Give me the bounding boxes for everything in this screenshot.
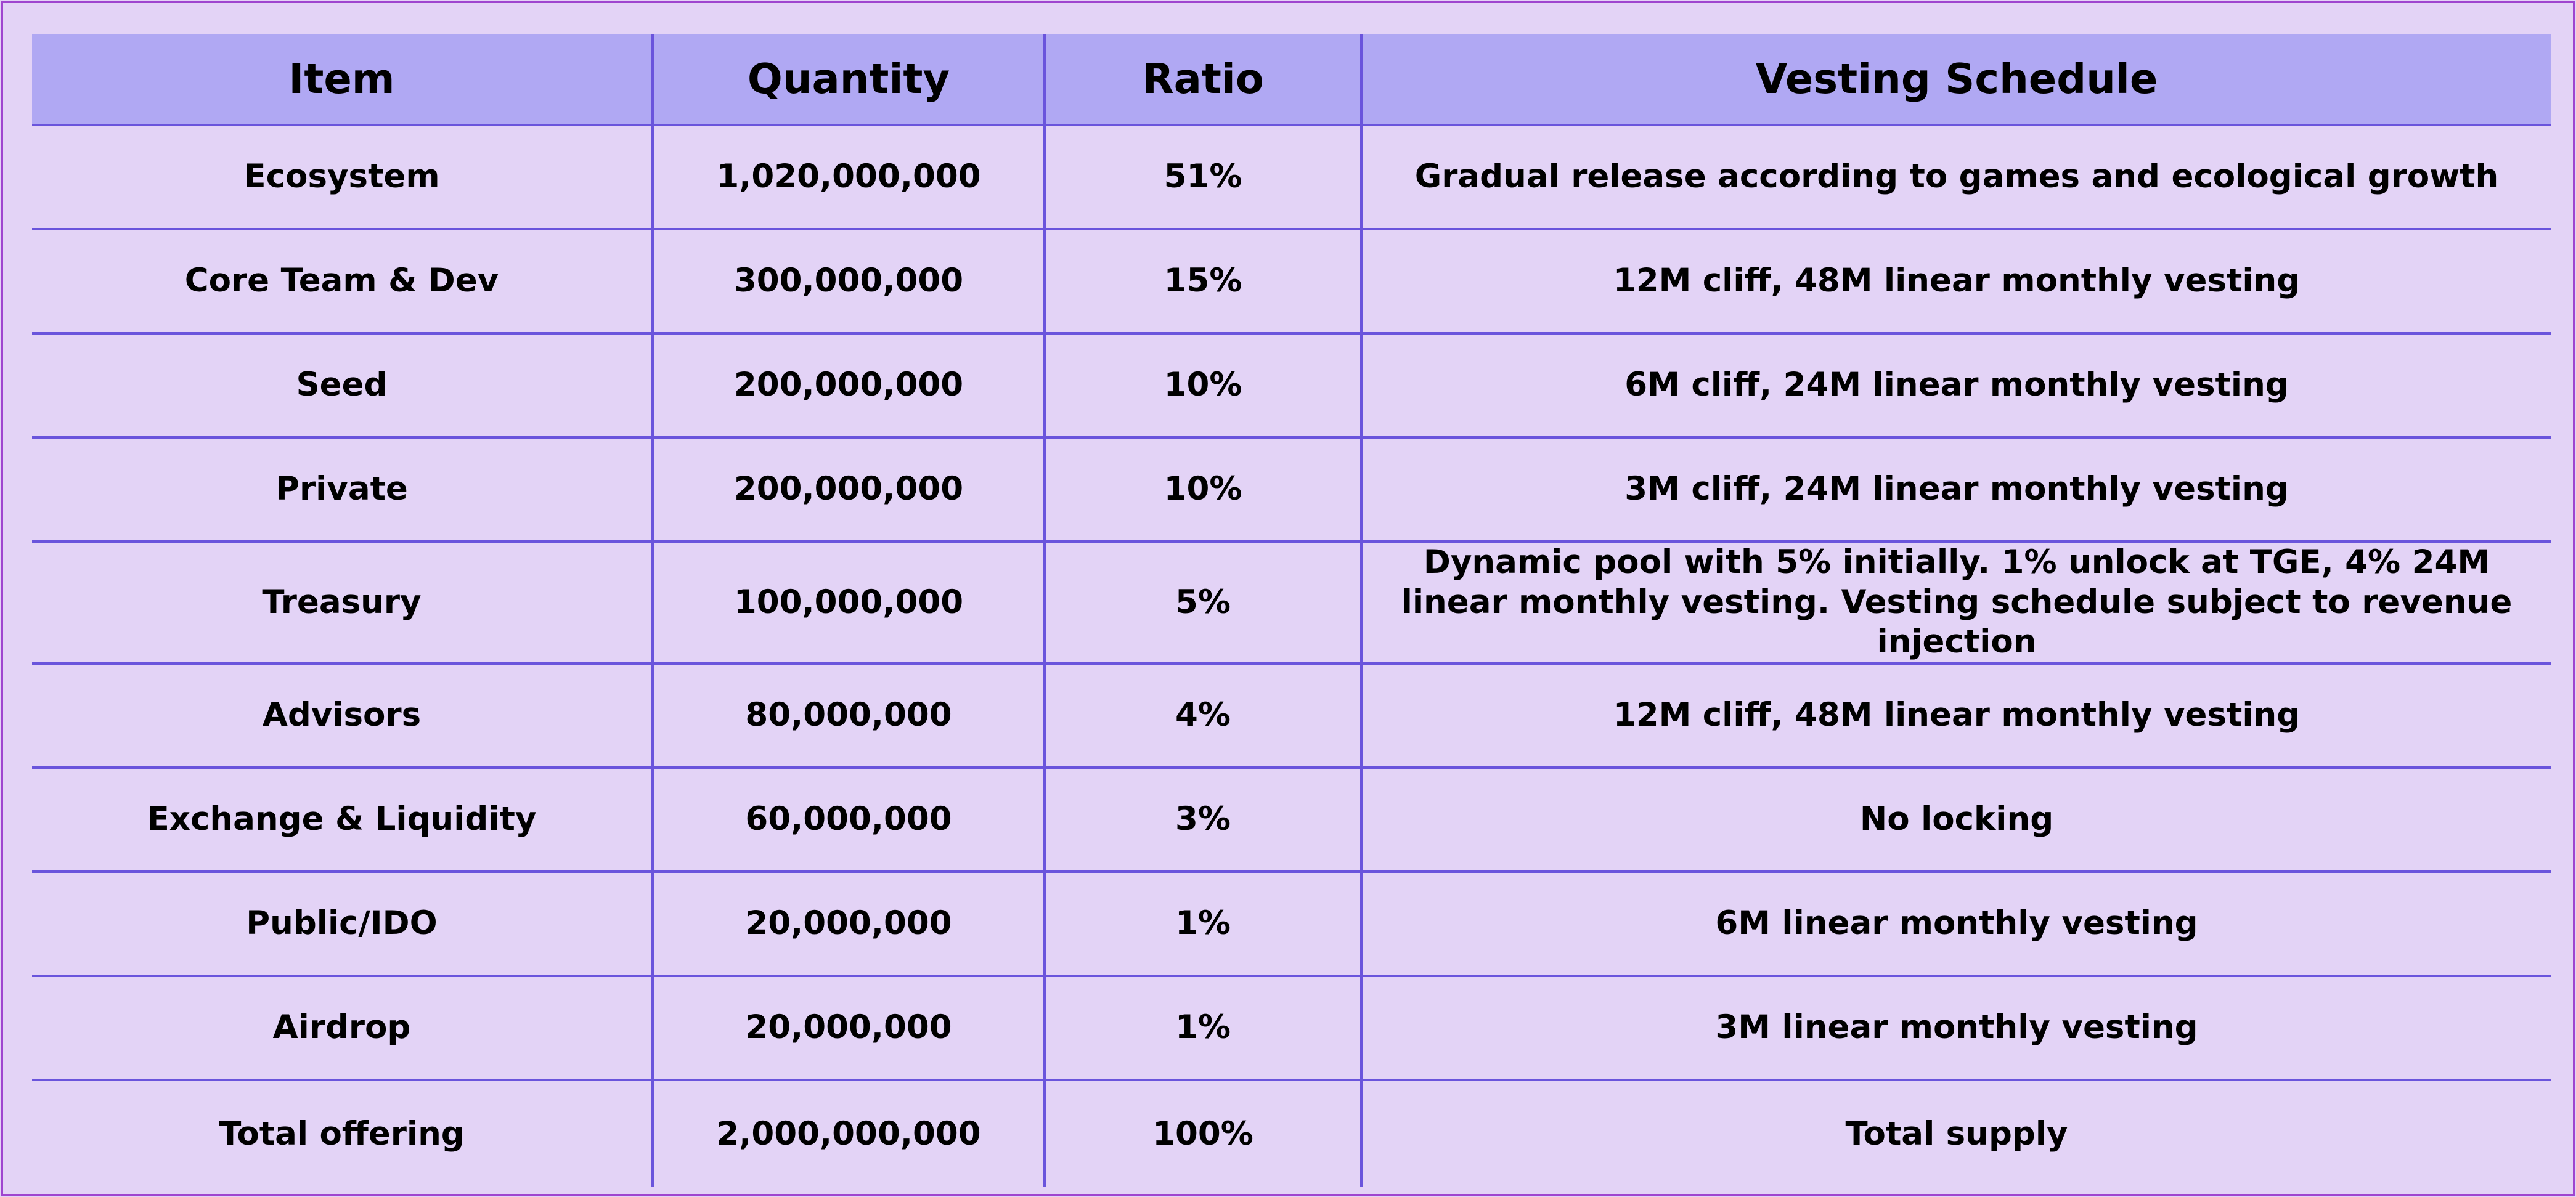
cell-ratio: 1% (1043, 871, 1361, 977)
cell-ratio: 3% (1043, 767, 1361, 873)
cell-quantity: 300,000,000 (651, 229, 1045, 335)
cell-vesting-schedule: 12M cliff, 48M linear monthly vesting (1360, 229, 2551, 335)
column-header-ratio: Ratio (1043, 34, 1361, 126)
cell-ratio: 5% (1043, 542, 1361, 665)
cell-quantity: 80,000,000 (651, 663, 1045, 769)
cell-item: Advisors (32, 663, 653, 769)
cell-ratio: 100% (1043, 1079, 1361, 1187)
cell-item: Airdrop (32, 975, 653, 1081)
cell-vesting-schedule: No locking (1360, 767, 2551, 873)
column-header-quantity: Quantity (651, 34, 1045, 126)
cell-item: Public/IDO (32, 871, 653, 977)
table-row: Private 200,000,000 10% 3M cliff, 24M li… (32, 437, 2551, 543)
table-row: Seed 200,000,000 10% 6M cliff, 24M linea… (32, 333, 2551, 439)
cell-ratio: 10% (1043, 333, 1361, 439)
cell-quantity: 2,000,000,000 (651, 1079, 1045, 1187)
cell-quantity: 20,000,000 (651, 871, 1045, 977)
cell-vesting-schedule: 12M cliff, 48M linear monthly vesting (1360, 663, 2551, 769)
cell-item: Treasury (32, 542, 653, 665)
cell-item: Exchange & Liquidity (32, 767, 653, 873)
cell-ratio: 10% (1043, 437, 1361, 543)
cell-item: Total offering (219, 1114, 465, 1153)
table-row: Advisors 80,000,000 4% 12M cliff, 48M li… (32, 663, 2551, 769)
cell-vesting-schedule: 6M cliff, 24M linear monthly vesting (1360, 333, 2551, 439)
cell-ratio: 51% (1043, 125, 1361, 230)
table-row: Airdrop 20,000,000 1% 3M linear monthly … (32, 975, 2551, 1081)
table-row: Core Team & Dev 300,000,000 15% 12M clif… (32, 229, 2551, 335)
table-row-total: Total offering 2,000,000,000 100% Total … (32, 1079, 2551, 1187)
cell-quantity: 20,000,000 (651, 975, 1045, 1081)
table-row: Public/IDO 20,000,000 1% 6M linear month… (32, 871, 2551, 977)
table-row: Exchange & Liquidity 60,000,000 3% No lo… (32, 767, 2551, 873)
cell-item: Core Team & Dev (32, 229, 653, 335)
cell-vesting-schedule: Dynamic pool with 5% initially. 1% unloc… (1360, 542, 2551, 665)
cell-quantity: 100,000,000 (651, 542, 1045, 665)
table-header-row: Item Quantity Ratio Vesting Schedule (32, 34, 2551, 126)
token-allocation-table: Item Quantity Ratio Vesting Schedule Eco… (32, 34, 2551, 1187)
cell-vesting-schedule: 6M linear monthly vesting (1360, 871, 2551, 977)
table-row: Treasury 100,000,000 5% Dynamic pool wit… (32, 542, 2551, 665)
cell-ratio: 1% (1043, 975, 1361, 1081)
column-header-item: Item (32, 34, 653, 126)
cell-vesting-schedule: 3M linear monthly vesting (1360, 975, 2551, 1081)
cell-ratio: 4% (1043, 663, 1361, 769)
cell-quantity: 200,000,000 (651, 437, 1045, 543)
cell-quantity: 200,000,000 (651, 333, 1045, 439)
cell-vesting-schedule: Total supply (1360, 1079, 2551, 1187)
cell-quantity: 60,000,000 (651, 767, 1045, 873)
table-row: Ecosystem 1,020,000,000 51% Gradual rele… (32, 125, 2551, 230)
cell-quantity: 1,020,000,000 (651, 125, 1045, 230)
cell-item: Seed (32, 333, 653, 439)
cell-vesting-schedule: Gradual release according to games and e… (1360, 125, 2551, 230)
cell-item: Private (32, 437, 653, 543)
cell-item: Ecosystem (32, 125, 653, 230)
cell-vesting-schedule: 3M cliff, 24M linear monthly vesting (1360, 437, 2551, 543)
column-header-vesting-schedule: Vesting Schedule (1360, 34, 2551, 126)
cell-ratio: 15% (1043, 229, 1361, 335)
